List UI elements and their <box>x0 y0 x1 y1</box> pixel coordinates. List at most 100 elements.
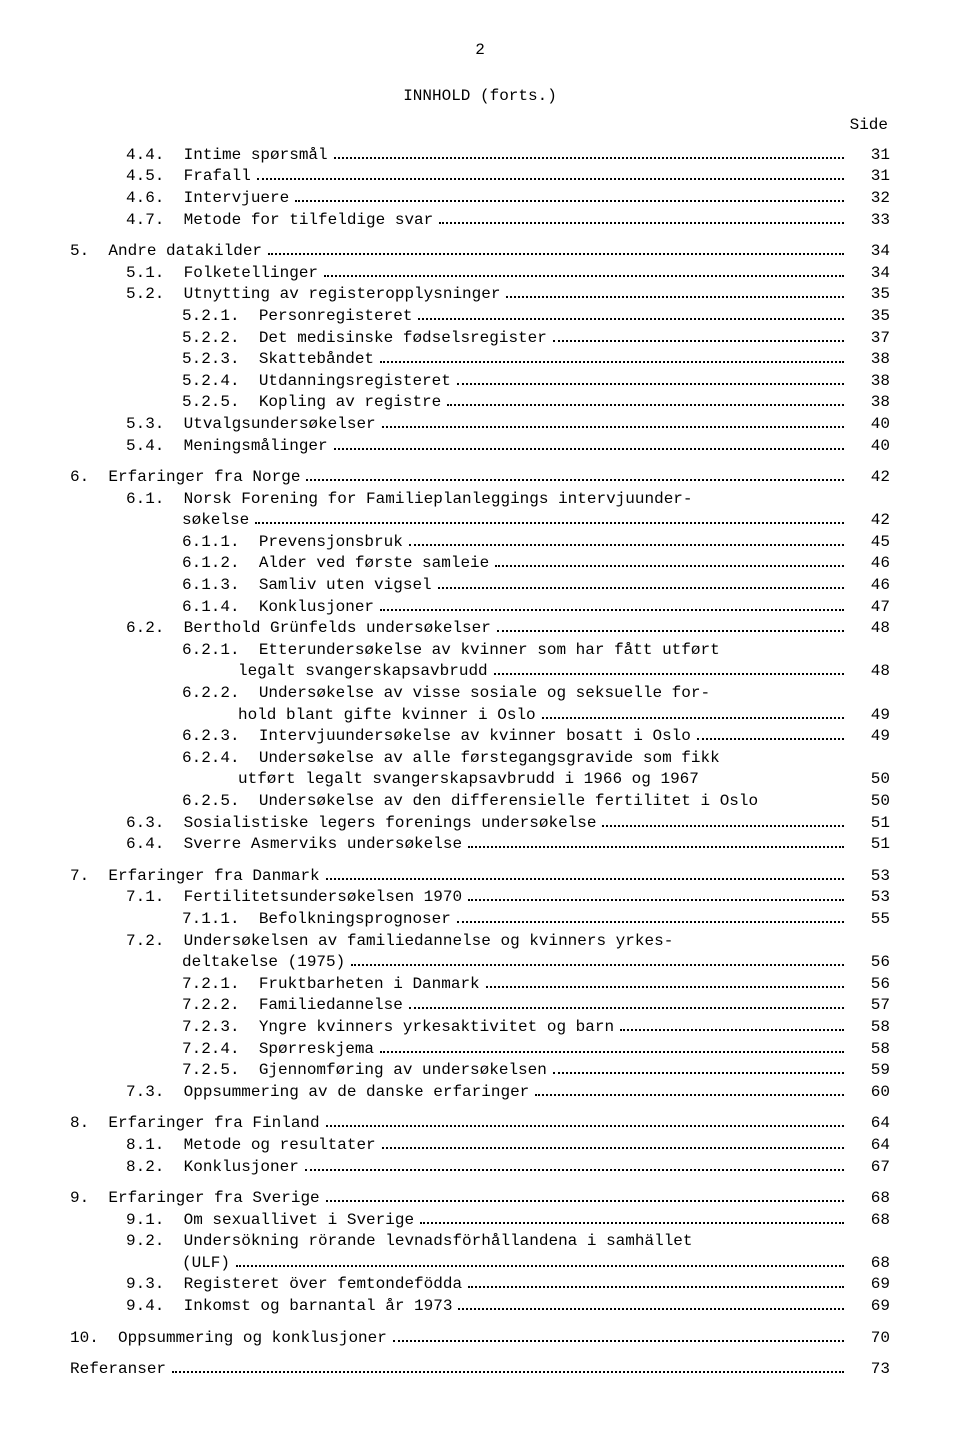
toc-label: Oppsummering og konklusjoner <box>118 1328 387 1350</box>
toc-row: 7.2.2. Familiedannelse 57 <box>70 995 890 1017</box>
toc-row: 5.3. Utvalgsundersøkelser40 <box>70 414 890 436</box>
toc-page: 69 <box>850 1274 890 1296</box>
toc-label: Om sexuallivet i Sverige <box>184 1210 414 1232</box>
toc-leader-dots <box>447 395 844 407</box>
toc-label: Meningsmålinger <box>184 436 328 458</box>
toc-row: 6.2.1. Etterundersøkelse av kvinner som … <box>70 640 890 662</box>
toc-number: 5.2.3. <box>182 349 259 371</box>
toc-label: Undersökning rörande levnadsförhållanden… <box>184 1231 693 1253</box>
toc-leader-dots <box>334 438 844 450</box>
toc-leader-dots <box>457 373 844 385</box>
toc-number: 7.1. <box>126 887 184 909</box>
toc-label: Skattebåndet <box>259 349 374 371</box>
toc-number: 6.1.2. <box>182 553 259 575</box>
toc-page: 38 <box>850 371 890 393</box>
toc-page: 47 <box>850 597 890 619</box>
toc-page: 68 <box>850 1210 890 1232</box>
toc-number: 7. <box>70 866 108 888</box>
toc-page: 68 <box>850 1188 890 1210</box>
toc-row: 4.4. Intime spørsmål31 <box>70 145 890 167</box>
toc-leader-dots <box>324 265 844 277</box>
toc-number: 6.2.5. <box>182 791 259 813</box>
toc-number: 9.3. <box>126 1274 184 1296</box>
toc-page: 34 <box>850 263 890 285</box>
section-gap <box>70 856 890 866</box>
toc-label: Etterundersøkelse av kvinner som har fåt… <box>259 640 720 662</box>
section-gap <box>70 1178 890 1188</box>
toc-label: Gjennomføring av undersøkelsen <box>259 1060 547 1082</box>
toc-number: 6.1. <box>126 489 184 511</box>
toc-leader-dots <box>620 1019 844 1031</box>
toc-row: hold blant gifte kvinner i Oslo49 <box>70 705 890 727</box>
toc-label: Erfaringer fra Danmark <box>108 866 319 888</box>
toc-row: 6.4. Sverre Asmerviks undersøkelse51 <box>70 834 890 856</box>
column-header-side: Side <box>70 115 890 137</box>
toc-leader-dots <box>497 621 844 633</box>
toc-label: søkelse <box>182 510 249 532</box>
toc-label: Berthold Grünfelds undersøkelser <box>184 618 491 640</box>
toc-label: Folketellinger <box>184 263 318 285</box>
toc-page: 57 <box>850 995 890 1017</box>
toc-number: 5.2.2. <box>182 328 259 350</box>
toc-label: Metode og resultater <box>184 1135 376 1157</box>
toc-leader-dots <box>418 308 844 320</box>
toc-number: 5.3. <box>126 414 184 436</box>
toc-label: legalt svangerskapsavbrudd <box>238 661 488 683</box>
toc-label: Undersøkelsen av familiedannelse og kvin… <box>184 931 674 953</box>
toc-row: 7. Erfaringer fra Danmark 53 <box>70 866 890 888</box>
toc-row: søkelse42 <box>70 510 890 532</box>
toc-page: 60 <box>850 1082 890 1104</box>
toc-leader-dots <box>380 599 844 611</box>
toc-label: Familiedannelse <box>259 995 403 1017</box>
toc-page: 31 <box>850 145 890 167</box>
toc-label: Erfaringer fra Sverige <box>108 1188 319 1210</box>
page-number: 2 <box>70 40 890 62</box>
toc-row: 8.2. Konklusjoner67 <box>70 1157 890 1179</box>
toc-number: 5.2. <box>126 284 184 306</box>
toc-number: 5.2.1. <box>182 306 259 328</box>
toc-leader-dots <box>458 1298 844 1310</box>
toc-number: 6.2.2. <box>182 683 259 705</box>
toc-row: 9.4. Inkomst og barnantal år 197369 <box>70 1296 890 1318</box>
toc-row: utført legalt svangerskapsavbrudd i 1966… <box>70 769 890 791</box>
toc-leader-dots <box>468 890 844 902</box>
toc-label: Inkomst og barnantal år 1973 <box>184 1296 453 1318</box>
toc-row: 5.2.3. Skattebåndet38 <box>70 349 890 371</box>
toc-label: Metode for tilfeldige svar <box>184 210 434 232</box>
toc-row: 8. Erfaringer fra Finland64 <box>70 1113 890 1135</box>
toc-leader-dots <box>382 416 844 428</box>
toc-label: Fertilitetsundersøkelsen 1970 <box>184 887 462 909</box>
toc-row: (ULF)68 <box>70 1253 890 1275</box>
toc-row: 6.1.4. Konklusjoner47 <box>70 597 890 619</box>
toc-leader-dots <box>602 815 844 827</box>
toc-number: 5.4. <box>126 436 184 458</box>
toc-number: 6.2.4. <box>182 748 259 770</box>
toc-label: Registeret över femtondefödda <box>184 1274 462 1296</box>
toc-label: Intervjuere <box>184 188 290 210</box>
toc-label: Det medisinske fødselsregister <box>259 328 547 350</box>
toc-row: 6.1.2. Alder ved første samleie46 <box>70 553 890 575</box>
toc-label: Erfaringer fra Norge <box>108 467 300 489</box>
toc-label: deltakelse (1975) <box>182 952 345 974</box>
toc-row: 5. Andre datakilder34 <box>70 241 890 263</box>
toc-label: Referanser <box>70 1359 166 1381</box>
toc-page: 53 <box>850 866 890 888</box>
page-title: INNHOLD (forts.) <box>70 86 890 108</box>
toc-page: 40 <box>850 436 890 458</box>
toc-row: 5.4. Meningsmålinger 40 <box>70 436 890 458</box>
toc-label: Undersøkelse av visse sosiale og seksuel… <box>259 683 710 705</box>
toc-page: 42 <box>850 467 890 489</box>
toc-page: 56 <box>850 952 890 974</box>
toc-leader-dots <box>495 556 844 568</box>
toc-number: 5.1. <box>126 263 184 285</box>
toc-leader-dots <box>494 664 844 676</box>
toc-leader-dots <box>439 212 844 224</box>
toc-number: 7.2.2. <box>182 995 259 1017</box>
toc-label: hold blant gifte kvinner i Oslo <box>238 705 536 727</box>
toc-row: 4.5. Frafall31 <box>70 166 890 188</box>
toc-page: 35 <box>850 284 890 306</box>
toc-label: Norsk Forening for Familieplanleggings i… <box>184 489 693 511</box>
toc-page: 67 <box>850 1157 890 1179</box>
toc-label: Befolkningsprognoser <box>259 909 451 931</box>
toc-label: Samliv uten vigsel <box>259 575 432 597</box>
